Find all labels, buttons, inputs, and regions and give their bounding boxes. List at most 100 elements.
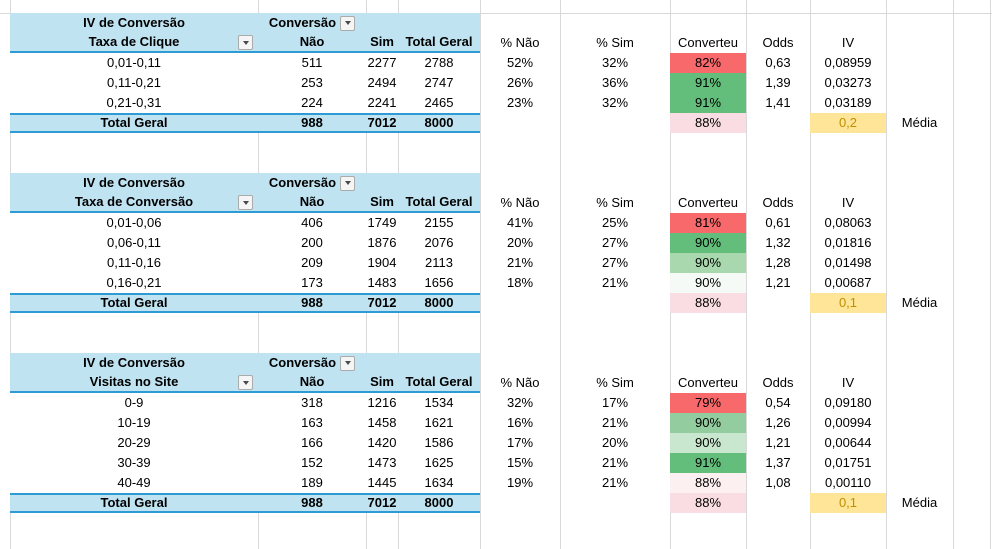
gutter-cell xyxy=(0,473,10,493)
pct-sim-value: 21% xyxy=(601,475,629,490)
table-row: 0,21-0,31 224 2241 2465 23% 32% 91% 1,41… xyxy=(0,93,992,113)
filter-dropdown-icon[interactable] xyxy=(340,175,356,191)
pivot-row-band: 0,11-0,16 209 1904 2113 xyxy=(10,253,480,273)
iv-value: 0,00644 xyxy=(824,435,872,450)
total-nao-value: 988 xyxy=(301,495,323,510)
nao-value: 200 xyxy=(301,235,323,250)
iv-value: 0,00994 xyxy=(824,415,872,430)
pivot-row-band: 20-29 166 1420 1586 xyxy=(10,433,480,453)
media-label: Média xyxy=(901,115,938,130)
converteu-value: 90% xyxy=(670,253,746,273)
iv-value: 0,00110 xyxy=(824,475,872,490)
empty-cell xyxy=(746,493,810,513)
nao-value: 173 xyxy=(301,275,323,290)
gutter-cell xyxy=(0,73,10,93)
pct-sim-value: 27% xyxy=(601,255,629,270)
col-header-converteu: Converteu xyxy=(678,35,738,50)
sim-value: 1483 xyxy=(367,275,397,290)
pivot-header-row-2: Taxa de Conversão Não Sim Total Geral % … xyxy=(0,193,992,213)
total-sim-value: 7012 xyxy=(367,295,397,310)
iv-value: 0,01498 xyxy=(824,255,872,270)
pivot-header-band: IV de Conversão Conversão xyxy=(10,173,480,193)
total-value: 2076 xyxy=(424,235,454,250)
col-header-pct-nao: % Não xyxy=(500,35,540,50)
gutter-cell xyxy=(0,33,10,53)
sim-value: 1876 xyxy=(367,235,397,250)
table-row: 0,01-0,11 511 2277 2788 52% 32% 82% 0,63… xyxy=(0,53,992,73)
filter-field-cell: Conversão xyxy=(258,353,366,373)
total-row: Total Geral 988 7012 8000 88% 0,1 Média xyxy=(0,293,992,313)
gutter-cell xyxy=(0,113,10,133)
total-sim-value: 7012 xyxy=(367,115,397,130)
nao-value: 406 xyxy=(301,215,323,230)
row-filter-dropdown-icon[interactable] xyxy=(238,35,253,50)
empty-cell xyxy=(560,293,670,313)
pivot-row-band: 0,06-0,11 200 1876 2076 xyxy=(10,233,480,253)
empty-cell xyxy=(398,13,480,33)
pivot-header-row-2: Visitas no Site Não Sim Total Geral % Nã… xyxy=(0,373,992,393)
empty-cell xyxy=(480,113,560,133)
row-field-cell: Taxa de Conversão xyxy=(10,193,258,211)
iv-value: 0,03273 xyxy=(824,75,872,90)
total-value: 1656 xyxy=(424,275,454,290)
table-row: 40-49 189 1445 1634 19% 21% 88% 1,08 0,0… xyxy=(0,473,992,493)
pct-nao-value: 20% xyxy=(506,235,534,250)
nao-value: 166 xyxy=(301,435,323,450)
pivot-title: IV de Conversão xyxy=(83,15,185,30)
row-filter-dropdown-icon[interactable] xyxy=(238,375,253,390)
pct-sim-value: 25% xyxy=(601,215,629,230)
total-nao-value: 988 xyxy=(301,115,323,130)
row-label-cell: 0,11-0,21 xyxy=(107,75,161,90)
odds-value: 1,39 xyxy=(765,75,791,90)
col-header-converteu: Converteu xyxy=(678,195,738,210)
empty-cell xyxy=(480,293,560,313)
nao-value: 511 xyxy=(301,55,323,70)
nao-value: 189 xyxy=(301,475,323,490)
nao-value: 152 xyxy=(301,455,323,470)
filter-field-label: Conversão xyxy=(268,355,337,370)
row-filter-dropdown-icon[interactable] xyxy=(238,195,253,210)
empty-cell xyxy=(746,293,810,313)
converteu-value: 91% xyxy=(670,73,746,93)
pct-sim-value: 32% xyxy=(601,95,629,110)
empty-cell xyxy=(366,353,398,373)
pct-nao-value: 52% xyxy=(506,55,534,70)
filter-field-cell: Conversão xyxy=(258,13,366,33)
iv-value: 0,01816 xyxy=(824,235,872,250)
filter-dropdown-icon[interactable] xyxy=(340,15,356,31)
sim-value: 1473 xyxy=(367,455,397,470)
table-row: 0,11-0,21 253 2494 2747 26% 36% 91% 1,39… xyxy=(0,73,992,93)
converteu-value: 82% xyxy=(670,53,746,73)
row-label-cell: 40-49 xyxy=(117,475,151,490)
pivot-header-row-1: IV de Conversão Conversão xyxy=(0,13,992,33)
table-row: 0,16-0,21 173 1483 1656 18% 21% 90% 1,21… xyxy=(0,273,992,293)
col-header-total: Total Geral xyxy=(405,34,473,49)
pct-sim-value: 21% xyxy=(601,455,629,470)
sim-value: 1458 xyxy=(367,415,397,430)
total-value: 2788 xyxy=(424,55,454,70)
pivot-header-row-2: Taxa de Clique Não Sim Total Geral % Não… xyxy=(0,33,992,53)
iv-value: 0,09180 xyxy=(824,395,872,410)
total-value: 1625 xyxy=(424,455,454,470)
pct-nao-value: 26% xyxy=(506,75,534,90)
pct-sim-value: 20% xyxy=(601,435,629,450)
pivot-row-band: 0,21-0,31 224 2241 2465 xyxy=(10,93,480,113)
filter-dropdown-icon[interactable] xyxy=(340,355,356,371)
gutter-cell xyxy=(0,193,10,213)
converteu-value: 88% xyxy=(670,473,746,493)
total-converteu-value: 88% xyxy=(670,293,746,313)
col-header-nao: Não xyxy=(299,34,325,49)
row-label-cell: 20-29 xyxy=(117,435,151,450)
odds-value: 1,26 xyxy=(765,415,791,430)
converteu-value: 90% xyxy=(670,413,746,433)
sim-value: 1904 xyxy=(367,255,397,270)
total-nao-value: 988 xyxy=(301,295,323,310)
pct-nao-value: 41% xyxy=(506,215,534,230)
pct-sim-value: 32% xyxy=(601,55,629,70)
empty-cell xyxy=(560,113,670,133)
pivot-total-band: Total Geral 988 7012 8000 xyxy=(10,293,480,313)
pct-sim-value: 17% xyxy=(601,395,629,410)
pct-sim-value: 21% xyxy=(601,415,629,430)
empty-cell xyxy=(366,173,398,193)
total-value: 1621 xyxy=(424,415,454,430)
